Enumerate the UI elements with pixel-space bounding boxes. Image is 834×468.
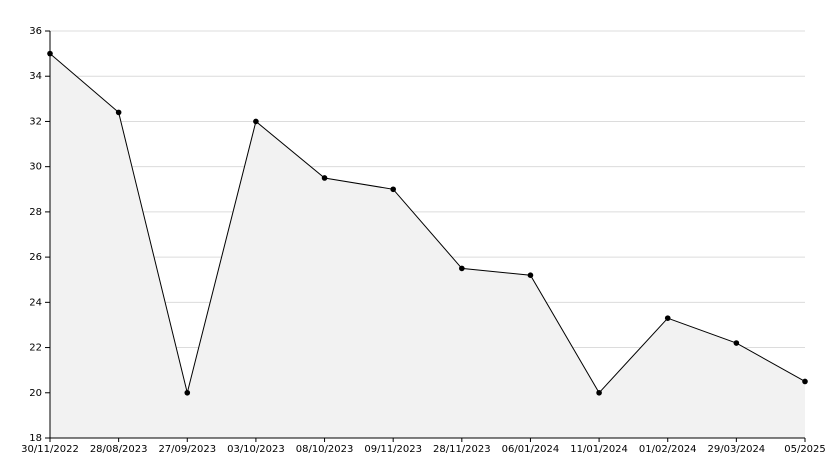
marker [115, 109, 122, 116]
y-tick-label: 34 [29, 71, 42, 82]
area [50, 53, 805, 438]
x-tick-label: 30/11/2022 [21, 444, 79, 455]
x-tick-label: 09/11/2023 [364, 444, 422, 455]
x-tick-label: 27/09/2023 [158, 444, 216, 455]
y-tick-label: 30 [29, 162, 42, 173]
marker [527, 272, 534, 279]
marker [459, 265, 465, 272]
x-tick-label: 08/10/2023 [296, 444, 354, 455]
x-tick-label: 11/01/2024 [570, 444, 628, 455]
x-tick-label: 28/08/2023 [90, 444, 148, 455]
y-tick-label: 18 [29, 433, 42, 444]
y-tick-label: 32 [29, 116, 42, 127]
y-tick-label: 20 [29, 388, 42, 399]
line [49, 53, 806, 394]
marker [184, 389, 191, 396]
x-tick-label: 01/02/2024 [639, 444, 697, 455]
x-tick-label: 28/11/2023 [433, 444, 491, 455]
x-tick-label: 29/03/2024 [708, 444, 766, 455]
x-tick-label: 06/01/2024 [502, 444, 560, 455]
marker [390, 186, 396, 193]
marker [664, 315, 671, 321]
y-tick-label: 24 [29, 297, 42, 308]
x-tick-label: 05/2025 [784, 444, 826, 455]
y-tick-label: 36 [29, 26, 42, 37]
marker [802, 378, 808, 385]
y-tick-label: 22 [29, 343, 42, 354]
marker [253, 118, 259, 125]
marker [733, 340, 740, 346]
x-tick-label: 03/10/2023 [227, 444, 285, 455]
marker [321, 175, 328, 181]
marker [596, 389, 602, 396]
y-tick-label: 28 [29, 207, 42, 218]
y-tick-label: 26 [29, 252, 42, 263]
